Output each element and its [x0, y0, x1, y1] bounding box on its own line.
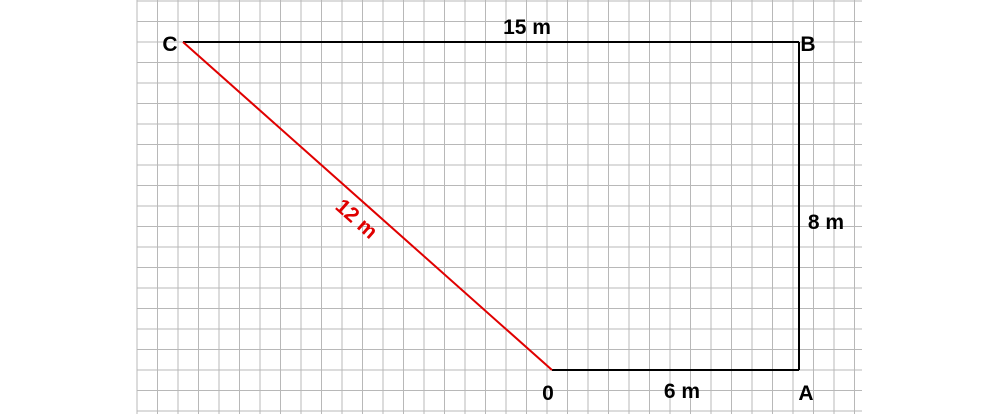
segment-co	[182, 41, 553, 371]
point-label-c: C	[162, 33, 177, 56]
length-label-bc: 15 m	[503, 16, 551, 39]
length-label-co: 12 m	[331, 195, 382, 244]
length-label-ab: 8 m	[808, 211, 844, 234]
point-label-b: B	[800, 33, 815, 56]
point-label-a: A	[798, 382, 813, 405]
length-label-oa: 6 m	[664, 380, 700, 403]
graph-paper-grid	[136, 0, 862, 414]
point-label-o: 0	[542, 382, 554, 405]
